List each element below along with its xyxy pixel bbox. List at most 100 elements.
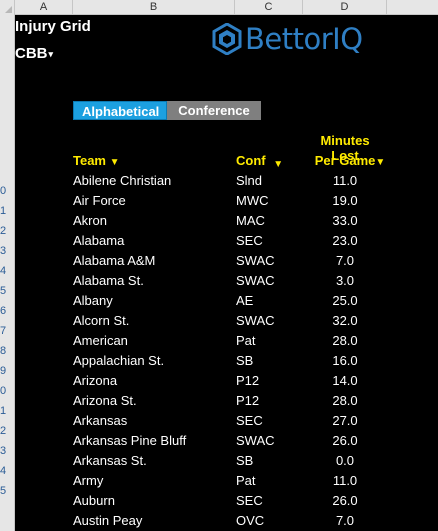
team-name: American <box>73 333 128 348</box>
table-row[interactable]: Austin Peay OVC 7.0 <box>15 511 438 531</box>
tab-alphabetical[interactable]: Alphabetical <box>73 101 167 120</box>
table-row[interactable]: Alcorn St. SWAC 32.0 <box>15 311 438 331</box>
team-name: Abilene Christian <box>73 173 172 188</box>
team-conference: Pat <box>236 333 256 348</box>
row-number[interactable]: 2 <box>0 425 7 437</box>
team-name: Appalachian St. <box>73 353 165 368</box>
team-conference: Pat <box>236 473 256 488</box>
team-name: Auburn <box>73 493 115 508</box>
row-number[interactable]: 3 <box>0 445 7 457</box>
team-conference: P12 <box>236 393 260 408</box>
table-row[interactable]: Auburn SEC 26.0 <box>15 491 438 511</box>
minutes-column-header[interactable]: Per Game▼ <box>305 153 395 168</box>
hexagon-logo-icon <box>212 23 242 55</box>
table-row[interactable]: Arizona P12 14.0 <box>15 371 438 391</box>
sport-value: CBB <box>15 45 48 62</box>
team-name: Army <box>73 473 104 488</box>
table-row[interactable]: Abilene Christian Slnd 11.0 <box>15 171 438 191</box>
team-conference: SWAC <box>236 273 275 288</box>
table-row[interactable]: Alabama A&M SWAC 7.0 <box>15 251 438 271</box>
table-row[interactable]: Appalachian St. SB 16.0 <box>15 351 438 371</box>
minutes-lost-value: 19.0 <box>332 193 358 208</box>
minutes-lost-value: 26.0 <box>332 493 358 508</box>
row-number[interactable]: 5 <box>0 285 7 297</box>
row-number[interactable]: 5 <box>0 485 7 497</box>
column-header-bar: A B C D <box>0 0 438 15</box>
row-number[interactable]: 8 <box>0 345 7 357</box>
table-row[interactable]: Albany AE 25.0 <box>15 291 438 311</box>
team-conference: MWC <box>236 193 269 208</box>
row-number[interactable]: 1 <box>0 405 7 417</box>
minutes-lost-value: 11.0 <box>332 173 358 188</box>
team-conference: SEC <box>236 233 263 248</box>
table-row[interactable]: Alabama St. SWAC 3.0 <box>15 271 438 291</box>
table-row[interactable]: Army Pat 11.0 <box>15 471 438 491</box>
table-row[interactable]: American Pat 28.0 <box>15 331 438 351</box>
minutes-lost-value: 25.0 <box>332 293 358 308</box>
row-number[interactable]: 0 <box>0 385 7 397</box>
row-number[interactable]: 7 <box>0 325 7 337</box>
team-name: Alabama St. <box>73 273 144 288</box>
team-name: Arkansas <box>73 413 128 428</box>
sort-arrow-icon: ▼ <box>273 159 284 170</box>
minutes-lost-value: 3.0 <box>335 273 355 288</box>
sport-dropdown[interactable]: CBB▾ <box>15 45 53 62</box>
team-name: Austin Peay <box>73 513 143 528</box>
brand-logo: BettorIQ <box>212 22 363 56</box>
minutes-lost-value: 32.0 <box>332 313 358 328</box>
column-header-a[interactable]: A <box>15 0 73 15</box>
table-row[interactable]: Akron MAC 33.0 <box>15 211 438 231</box>
sheet-area: Injury Grid CBB▾ BettorIQ Alphabetical C… <box>15 15 438 531</box>
team-conference: P12 <box>236 373 260 388</box>
page-title: Injury Grid <box>15 18 91 35</box>
team-column-header[interactable]: Team ▼ <box>73 153 120 168</box>
row-header-bar: 0 1 2 3 4 5 6 7 8 9 0 1 2 3 4 5 <box>0 15 15 531</box>
column-header-d[interactable]: D <box>303 0 387 15</box>
table-row[interactable]: Alabama SEC 23.0 <box>15 231 438 251</box>
table-row[interactable]: Arkansas SEC 27.0 <box>15 411 438 431</box>
team-conference: MAC <box>236 213 265 228</box>
minutes-header-line1: Minutes Lost <box>320 133 370 163</box>
minutes-lost-value: 23.0 <box>332 233 358 248</box>
row-number[interactable]: 2 <box>0 225 7 237</box>
tab-conference[interactable]: Conference <box>167 101 261 120</box>
row-number[interactable]: 0 <box>0 185 7 197</box>
row-number[interactable]: 3 <box>0 245 7 257</box>
table-row[interactable]: Arkansas St. SB 0.0 <box>15 451 438 471</box>
row-number[interactable]: 4 <box>0 265 7 277</box>
team-name: Akron <box>73 213 107 228</box>
table-row[interactable]: Arkansas Pine Bluff SWAC 26.0 <box>15 431 438 451</box>
team-name: Albany <box>73 293 113 308</box>
column-header-b[interactable]: B <box>73 0 235 15</box>
team-conference: SEC <box>236 493 263 508</box>
table-row[interactable]: Air Force MWC 19.0 <box>15 191 438 211</box>
minutes-lost-value: 11.0 <box>332 473 358 488</box>
team-conference: SB <box>236 453 254 468</box>
minutes-header-line2: Per Game <box>314 153 376 168</box>
team-conference: SWAC <box>236 433 275 448</box>
minutes-lost-value: 7.0 <box>335 513 355 528</box>
row-number[interactable]: 4 <box>0 465 7 477</box>
row-number[interactable]: 9 <box>0 365 7 377</box>
team-name: Alabama <box>73 233 125 248</box>
minutes-lost-value: 33.0 <box>332 213 358 228</box>
view-tabs: Alphabetical Conference <box>73 101 261 120</box>
conf-column-header[interactable]: Conf ▼ <box>236 153 284 170</box>
minutes-lost-value: 14.0 <box>332 373 358 388</box>
team-name: Air Force <box>73 193 126 208</box>
table-row[interactable]: Arizona St. P12 28.0 <box>15 391 438 411</box>
team-name: Arkansas St. <box>73 453 147 468</box>
column-header-c[interactable]: C <box>235 0 303 15</box>
chevron-down-icon: ▾ <box>48 48 54 59</box>
team-conference: SWAC <box>236 253 275 268</box>
sort-arrow-icon: ▼ <box>375 157 386 168</box>
team-name: Arkansas Pine Bluff <box>73 433 187 448</box>
row-number[interactable]: 6 <box>0 305 7 317</box>
team-name: Arizona <box>73 373 118 388</box>
team-conference: Slnd <box>236 173 263 188</box>
conf-header-label: Conf <box>236 153 266 168</box>
select-all-corner[interactable] <box>0 0 15 15</box>
minutes-lost-value: 28.0 <box>332 393 358 408</box>
team-name: Arizona St. <box>73 393 137 408</box>
row-number[interactable]: 1 <box>0 205 7 217</box>
